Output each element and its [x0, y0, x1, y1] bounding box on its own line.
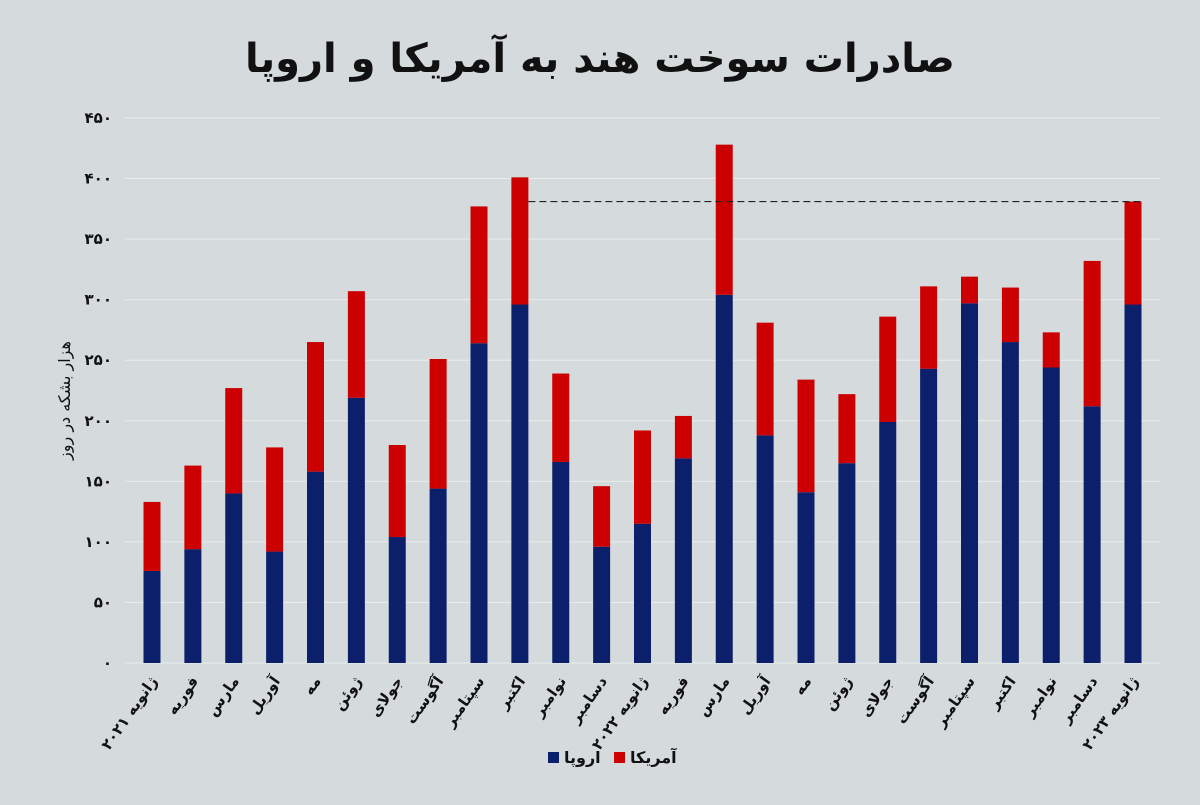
x-tick-label: آوریل	[245, 672, 284, 718]
bar-america	[961, 276, 978, 304]
bar-europe	[920, 368, 938, 663]
bar-america	[920, 286, 938, 369]
bar-europe	[552, 461, 570, 663]
legend-swatch	[548, 752, 559, 763]
bar-america	[470, 206, 488, 344]
bar-europe	[307, 471, 324, 663]
x-tick-label: مارس	[203, 673, 243, 720]
bar-america	[225, 388, 243, 494]
y-tick-label: ۲۰۰	[85, 412, 112, 430]
bar-europe	[797, 492, 815, 663]
x-tick-label: ژوئن	[330, 673, 366, 714]
bar-europe	[879, 421, 897, 663]
x-tick-label: فوریه	[653, 673, 692, 718]
y-tick-label: ۴۰۰	[85, 170, 112, 188]
bar-america	[143, 501, 161, 571]
x-tick-label: نوامبر	[529, 673, 570, 721]
bar-europe	[388, 537, 406, 663]
bar-america	[756, 322, 774, 436]
bar-europe	[674, 458, 692, 663]
x-tick-label: سپتامبر	[931, 673, 980, 732]
bar-europe	[184, 549, 202, 663]
legend-label: اروپا	[564, 748, 601, 768]
chart-title: صادرات سوخت هند به آمریکا و اروپا	[245, 36, 955, 82]
y-tick-label: ۰	[103, 654, 112, 672]
bar-america	[388, 445, 406, 538]
legend-swatch	[614, 752, 625, 763]
bar-america	[347, 291, 365, 398]
bar-america	[715, 144, 733, 295]
y-axis-label: هزار بشکه در روز	[55, 341, 75, 461]
bar-america	[266, 447, 284, 552]
bar-america	[511, 177, 529, 305]
bar-europe	[756, 435, 774, 663]
bar-america	[797, 379, 815, 493]
x-tick-label: نوامبر	[1019, 673, 1060, 721]
y-tick-label: ۳۰۰	[85, 291, 112, 309]
x-tick-label: جولای	[856, 673, 897, 720]
y-tick-label: ۱۰۰	[85, 533, 112, 551]
bar-europe	[347, 397, 365, 663]
bar-america	[429, 359, 447, 489]
y-tick-label: ۴۵۰	[85, 109, 112, 127]
bar-america	[879, 316, 897, 422]
bar-america	[184, 465, 202, 550]
bar-europe	[1042, 367, 1060, 663]
x-tick-label: مارس	[693, 673, 733, 720]
x-tick-label: ژوئن	[820, 673, 856, 714]
bar-america	[1083, 260, 1101, 407]
bar-america	[593, 486, 611, 547]
bar-america	[1042, 332, 1060, 368]
x-tick-label: مه	[790, 673, 815, 698]
bar-europe	[266, 551, 284, 663]
bar-america	[674, 415, 692, 459]
bar-europe	[511, 304, 529, 663]
bar-europe	[470, 343, 488, 663]
x-tick-label: جولای	[366, 673, 407, 720]
bar-america	[1001, 287, 1019, 343]
bar-america	[634, 430, 651, 524]
bar-america	[838, 394, 856, 464]
x-tick-label: مه	[299, 673, 324, 698]
bar-america	[1124, 201, 1142, 305]
bar-europe	[1083, 406, 1101, 663]
x-tick-label: ژانویه ۲۰۲۱	[98, 673, 162, 753]
y-tick-label: ۳۵۰	[85, 230, 112, 248]
y-tick-label: ۱۵۰	[85, 472, 112, 490]
y-tick-label: ۵۰	[94, 593, 112, 611]
bar-europe	[1001, 342, 1019, 663]
bar-europe	[1124, 304, 1142, 663]
x-tick-label: آوریل	[735, 672, 774, 718]
bar-europe	[634, 523, 651, 663]
bar-europe	[429, 488, 447, 663]
bar-america	[552, 373, 570, 462]
x-tick-label: سپتامبر	[440, 673, 489, 732]
x-tick-label: فوریه	[163, 673, 202, 718]
x-tick-label: اکتبر	[493, 673, 529, 713]
bar-europe	[715, 294, 733, 663]
x-tick-label: اکتبر	[984, 673, 1020, 713]
bar-europe	[225, 493, 243, 663]
y-tick-label: ۲۵۰	[85, 351, 112, 369]
bar-europe	[593, 546, 611, 663]
bar-america	[307, 342, 324, 472]
bar-europe	[143, 570, 161, 663]
legend-label: آمریکا	[630, 747, 677, 767]
bar-europe	[961, 303, 978, 663]
bar-europe	[838, 463, 856, 663]
